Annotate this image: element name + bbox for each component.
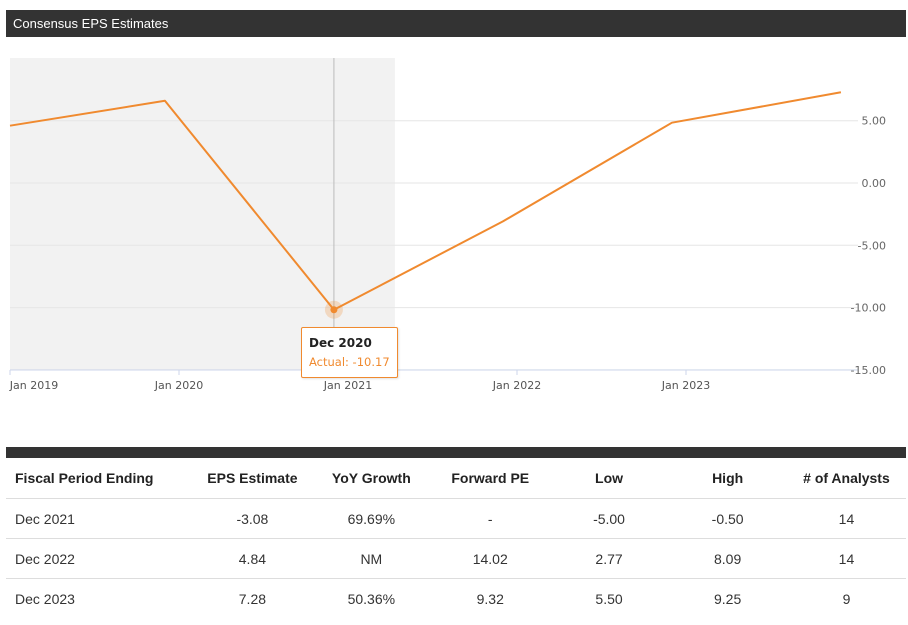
column-header-eps-estimate[interactable]: EPS Estimate bbox=[207, 470, 298, 486]
hover-point[interactable] bbox=[330, 306, 338, 314]
column-header-analysts[interactable]: # of Analysts bbox=[803, 470, 890, 486]
cell-yoy-growth: 69.69% bbox=[311, 498, 431, 539]
y-tick-label: -5.00 bbox=[858, 239, 886, 252]
column-header-fiscal-period[interactable]: Fiscal Period Ending bbox=[15, 470, 154, 486]
y-tick-label: -15.00 bbox=[851, 364, 886, 377]
y-tick-label: -10.00 bbox=[851, 302, 886, 315]
cell-fiscal-period: Dec 2021 bbox=[6, 498, 193, 539]
table-header-row: Fiscal Period Ending EPS Estimate YoY Gr… bbox=[6, 458, 906, 499]
cell-yoy-growth: NM bbox=[311, 538, 431, 579]
cell-fiscal-period: Dec 2023 bbox=[6, 578, 193, 618]
table-row: Dec 2021 -3.08 69.69% - -5.00 -0.50 14 bbox=[6, 498, 906, 539]
cell-forward-pe: 14.02 bbox=[430, 538, 550, 579]
chart-title: Consensus EPS Estimates bbox=[13, 16, 169, 31]
x-tick-label: Jan 2021 bbox=[323, 379, 372, 392]
y-tick-label: 5.00 bbox=[862, 115, 887, 128]
chart-title-bar: Consensus EPS Estimates bbox=[6, 10, 906, 37]
tooltip-title: Dec 2020 bbox=[309, 336, 372, 350]
cell-high: 9.25 bbox=[668, 578, 787, 618]
cell-eps-estimate: -3.08 bbox=[192, 498, 312, 539]
cell-high: 8.09 bbox=[668, 538, 787, 579]
x-tick-label: Jan 2022 bbox=[492, 379, 541, 392]
table-title-bar bbox=[6, 447, 906, 458]
cell-forward-pe: - bbox=[430, 498, 550, 539]
x-tick-label: Jan 2019 bbox=[9, 379, 58, 392]
cell-high: -0.50 bbox=[668, 498, 787, 539]
column-header-yoy-growth[interactable]: YoY Growth bbox=[331, 470, 411, 486]
eps-estimates-table: Fiscal Period Ending EPS Estimate YoY Gr… bbox=[6, 458, 906, 618]
column-header-low[interactable]: Low bbox=[595, 470, 624, 486]
x-tick-label: Jan 2023 bbox=[661, 379, 710, 392]
cell-eps-estimate: 4.84 bbox=[192, 538, 312, 579]
eps-series-line bbox=[9, 91, 842, 311]
tooltip-value: Actual: -10.17 bbox=[309, 355, 390, 369]
cell-low: 2.77 bbox=[549, 538, 669, 579]
table-row: Dec 2022 4.84 NM 14.02 2.77 8.09 14 bbox=[6, 538, 906, 579]
chart-tooltip: Dec 2020 Actual: -10.17 bbox=[301, 327, 398, 378]
column-header-high[interactable]: High bbox=[712, 470, 744, 486]
cell-analysts: 9 bbox=[786, 578, 906, 618]
column-header-forward-pe[interactable]: Forward PE bbox=[451, 470, 530, 486]
cell-low: 5.50 bbox=[549, 578, 669, 618]
cell-fiscal-period: Dec 2022 bbox=[6, 538, 193, 579]
eps-chart[interactable]: Jan 2019 Jan 2020 Jan 2021 Jan 2022 Jan 2023… bbox=[0, 40, 908, 400]
cell-analysts: 14 bbox=[786, 498, 906, 539]
cell-analysts: 14 bbox=[786, 538, 906, 579]
table-row: Dec 2023 7.28 50.36% 9.32 5.50 9.25 9 bbox=[6, 578, 906, 618]
cell-low: -5.00 bbox=[549, 498, 669, 539]
y-tick-label: 0.00 bbox=[862, 177, 887, 190]
cell-eps-estimate: 7.28 bbox=[192, 578, 312, 618]
actual-period-shading bbox=[10, 58, 395, 370]
x-tick-label: Jan 2020 bbox=[154, 379, 203, 392]
cell-yoy-growth: 50.36% bbox=[311, 578, 431, 618]
cell-forward-pe: 9.32 bbox=[430, 578, 550, 618]
